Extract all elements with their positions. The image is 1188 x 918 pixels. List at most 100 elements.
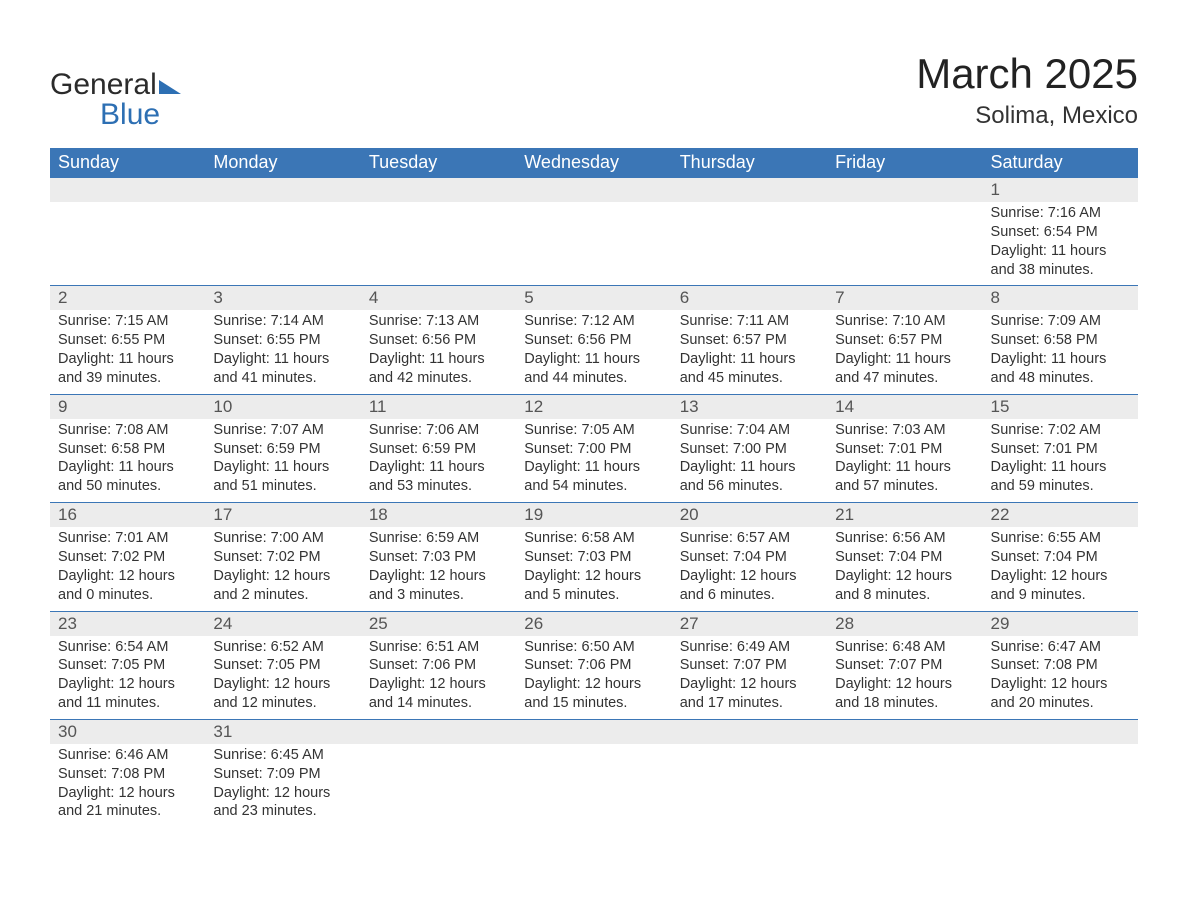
day-number-cell: 30 [50, 719, 205, 744]
day-detail-line: and 59 minutes. [991, 477, 1130, 496]
day-detail-line: and 56 minutes. [680, 477, 819, 496]
day-detail-cell [361, 744, 516, 827]
day-detail-line: and 8 minutes. [835, 586, 974, 605]
day-detail-line: Daylight: 11 hours [58, 350, 197, 369]
day-number-cell: 16 [50, 503, 205, 528]
day-detail-line: Sunset: 7:00 PM [680, 440, 819, 459]
day-number-cell: 25 [361, 611, 516, 636]
day-number-cell [672, 178, 827, 203]
day-detail-line: Daylight: 11 hours [213, 458, 352, 477]
day-detail-cell: Sunrise: 6:45 AMSunset: 7:09 PMDaylight:… [205, 744, 360, 827]
calendar-body: 1 Sunrise: 7:16 AMSunset: 6:54 PMDayligh… [50, 178, 1138, 828]
day-detail-line: Daylight: 11 hours [991, 458, 1130, 477]
day-detail-line: Sunrise: 6:52 AM [213, 638, 352, 657]
detail-row: Sunrise: 7:15 AMSunset: 6:55 PMDaylight:… [50, 310, 1138, 394]
day-detail-line: Daylight: 12 hours [991, 675, 1130, 694]
day-detail-line: and 50 minutes. [58, 477, 197, 496]
day-detail-line: Sunset: 7:08 PM [991, 656, 1130, 675]
detail-row: Sunrise: 6:54 AMSunset: 7:05 PMDaylight:… [50, 636, 1138, 720]
day-detail-line: Sunrise: 7:02 AM [991, 421, 1130, 440]
day-detail-cell: Sunrise: 6:59 AMSunset: 7:03 PMDaylight:… [361, 527, 516, 611]
day-detail-line: Sunset: 7:04 PM [991, 548, 1130, 567]
day-detail-line: Daylight: 12 hours [680, 675, 819, 694]
location: Solima, Mexico [916, 102, 1138, 130]
day-number-cell [983, 719, 1138, 744]
day-detail-line: Sunrise: 7:03 AM [835, 421, 974, 440]
brand-word1: General [50, 68, 157, 101]
page: General Blue March 2025 Solima, Mexico S… [0, 0, 1188, 918]
weekday-header: Monday [205, 148, 360, 178]
day-detail-line: Sunrise: 7:00 AM [213, 529, 352, 548]
day-number-cell: 21 [827, 503, 982, 528]
day-detail-line: Daylight: 12 hours [213, 675, 352, 694]
day-number-cell: 3 [205, 286, 360, 311]
day-detail-line: Sunrise: 6:47 AM [991, 638, 1130, 657]
day-detail-line: Sunrise: 6:59 AM [369, 529, 508, 548]
title-block: March 2025 Solima, Mexico [916, 30, 1138, 138]
day-detail-line: and 17 minutes. [680, 694, 819, 713]
day-detail-line: Sunrise: 7:04 AM [680, 421, 819, 440]
day-detail-line: Sunrise: 7:10 AM [835, 312, 974, 331]
day-detail-line: Daylight: 11 hours [835, 458, 974, 477]
day-detail-cell: Sunrise: 7:08 AMSunset: 6:58 PMDaylight:… [50, 419, 205, 503]
day-detail-line: Sunset: 6:57 PM [680, 331, 819, 350]
day-detail-line: Sunrise: 6:58 AM [524, 529, 663, 548]
day-number-cell: 13 [672, 394, 827, 419]
day-number-cell [205, 178, 360, 203]
day-detail-line: and 11 minutes. [58, 694, 197, 713]
day-detail-line: Daylight: 11 hours [991, 350, 1130, 369]
day-detail-line: Sunrise: 6:45 AM [213, 746, 352, 765]
day-number-cell [672, 719, 827, 744]
day-detail-line: Sunset: 7:03 PM [369, 548, 508, 567]
day-detail-line: Sunset: 7:02 PM [213, 548, 352, 567]
day-detail-line: and 54 minutes. [524, 477, 663, 496]
day-detail-line: Sunset: 7:04 PM [680, 548, 819, 567]
day-detail-line: Sunrise: 7:01 AM [58, 529, 197, 548]
day-number-cell [361, 178, 516, 203]
day-detail-line: Sunset: 6:59 PM [213, 440, 352, 459]
day-detail-line: Daylight: 11 hours [369, 458, 508, 477]
day-detail-cell: Sunrise: 7:16 AMSunset: 6:54 PMDaylight:… [983, 202, 1138, 286]
day-detail-cell: Sunrise: 7:12 AMSunset: 6:56 PMDaylight:… [516, 310, 671, 394]
day-detail-line: Sunset: 7:07 PM [680, 656, 819, 675]
day-detail-line: Daylight: 11 hours [680, 350, 819, 369]
detail-row: Sunrise: 7:08 AMSunset: 6:58 PMDaylight:… [50, 419, 1138, 503]
day-number-cell: 8 [983, 286, 1138, 311]
day-number-cell: 9 [50, 394, 205, 419]
day-detail-line: and 44 minutes. [524, 369, 663, 388]
day-detail-line: and 20 minutes. [991, 694, 1130, 713]
day-detail-line: Sunset: 6:54 PM [991, 223, 1130, 242]
day-detail-line: Daylight: 11 hours [369, 350, 508, 369]
day-detail-line: Sunset: 7:05 PM [58, 656, 197, 675]
detail-row: Sunrise: 7:16 AMSunset: 6:54 PMDaylight:… [50, 202, 1138, 286]
day-detail-cell: Sunrise: 7:02 AMSunset: 7:01 PMDaylight:… [983, 419, 1138, 503]
day-detail-line: Sunset: 7:02 PM [58, 548, 197, 567]
day-number-cell: 23 [50, 611, 205, 636]
day-detail-line: Daylight: 11 hours [835, 350, 974, 369]
day-number-cell: 1 [983, 178, 1138, 203]
day-detail-line: Sunset: 7:01 PM [835, 440, 974, 459]
day-detail-line: and 41 minutes. [213, 369, 352, 388]
day-detail-line: Daylight: 12 hours [835, 675, 974, 694]
day-detail-line: and 0 minutes. [58, 586, 197, 605]
day-detail-line: Sunrise: 6:55 AM [991, 529, 1130, 548]
day-number-cell: 31 [205, 719, 360, 744]
day-detail-line: Sunrise: 6:50 AM [524, 638, 663, 657]
day-detail-cell: Sunrise: 7:07 AMSunset: 6:59 PMDaylight:… [205, 419, 360, 503]
day-detail-cell [827, 744, 982, 827]
day-detail-line: Sunset: 7:07 PM [835, 656, 974, 675]
weekday-header: Wednesday [516, 148, 671, 178]
day-detail-cell: Sunrise: 7:10 AMSunset: 6:57 PMDaylight:… [827, 310, 982, 394]
day-detail-line: Sunrise: 7:09 AM [991, 312, 1130, 331]
day-detail-line: Daylight: 12 hours [524, 675, 663, 694]
day-number-cell: 7 [827, 286, 982, 311]
day-detail-line: Sunrise: 7:16 AM [991, 204, 1130, 223]
day-detail-line: and 3 minutes. [369, 586, 508, 605]
day-detail-cell: Sunrise: 7:04 AMSunset: 7:00 PMDaylight:… [672, 419, 827, 503]
day-detail-line: Daylight: 12 hours [213, 784, 352, 803]
day-detail-line: Sunset: 6:57 PM [835, 331, 974, 350]
day-number-cell: 18 [361, 503, 516, 528]
day-detail-line: Sunrise: 7:07 AM [213, 421, 352, 440]
day-number-cell: 28 [827, 611, 982, 636]
day-detail-cell [50, 202, 205, 286]
